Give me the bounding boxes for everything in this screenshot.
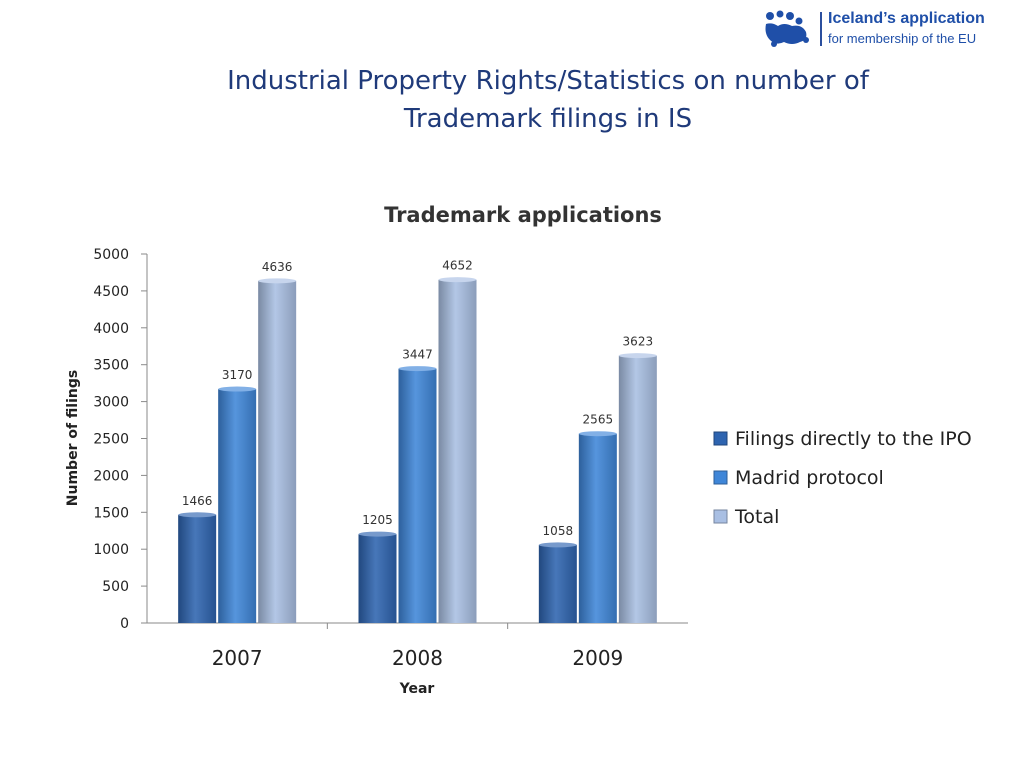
data-label: 3447 <box>402 348 433 362</box>
legend-swatch <box>713 509 728 524</box>
x-axis-label: Year <box>399 681 435 697</box>
eu-stars-puzzle-logo-icon <box>765 10 809 47</box>
y-tick-label: 3500 <box>93 358 129 374</box>
bar-top-cap <box>578 431 617 437</box>
legend-label: Madrid protocol <box>735 467 884 489</box>
logo-divider <box>820 12 822 46</box>
eu-application-logo: Iceland’s application for membership of … <box>762 8 1012 50</box>
bar <box>538 544 577 623</box>
data-label: 4652 <box>442 259 473 273</box>
bar <box>178 514 217 623</box>
page-title-line-1: Industrial Property Rights/Statistics on… <box>227 66 869 96</box>
y-tick-label: 500 <box>102 579 129 595</box>
logo-title: Iceland’s application <box>828 10 985 27</box>
x-tick-label: 2009 <box>572 646 623 670</box>
data-label: 1466 <box>182 494 213 508</box>
y-tick-label: 2000 <box>93 468 129 484</box>
y-tick-label: 3000 <box>93 395 129 411</box>
bar-top-cap <box>438 277 477 283</box>
y-tick-label: 0 <box>120 616 129 632</box>
bar-top-cap <box>178 512 217 518</box>
chart-title: Trademark applications <box>384 203 662 227</box>
bar <box>218 389 257 623</box>
data-label: 4636 <box>262 260 293 274</box>
legend-swatch <box>713 470 728 485</box>
y-tick-label: 5000 <box>93 247 129 263</box>
legend-label: Total <box>734 506 779 528</box>
y-tick-label: 2500 <box>93 432 129 448</box>
page-title: Industrial Property Rights/Statistics on… <box>150 62 946 138</box>
x-tick-label: 2007 <box>212 646 263 670</box>
bar <box>358 534 397 623</box>
y-tick-label: 4000 <box>93 321 129 337</box>
bar-top-cap <box>398 366 437 372</box>
bar-top-cap <box>358 531 397 537</box>
legend-swatch <box>713 431 728 446</box>
y-axis-label: Number of filings <box>65 370 81 506</box>
bar-top-cap <box>618 353 657 359</box>
y-tick-label: 4500 <box>93 284 129 300</box>
bar <box>618 355 657 623</box>
bar-top-cap <box>258 278 297 284</box>
bar <box>398 368 437 623</box>
data-label: 2565 <box>583 413 614 427</box>
bar <box>578 433 617 623</box>
logo-subtitle: for membership of the EU <box>828 31 977 46</box>
bar <box>438 279 477 623</box>
x-tick-label: 2008 <box>392 646 443 670</box>
data-label: 1205 <box>362 513 393 527</box>
y-tick-label: 1500 <box>93 505 129 521</box>
data-label: 3170 <box>222 368 253 382</box>
data-label: 1058 <box>543 524 574 538</box>
bar-top-cap <box>218 386 257 392</box>
page-title-line-2: Trademark filings in IS <box>403 104 693 134</box>
y-tick-label: 1000 <box>93 542 129 558</box>
data-label: 3623 <box>623 335 654 349</box>
bar-top-cap <box>538 542 577 548</box>
legend-label: Filings directly to the IPO <box>735 428 972 450</box>
bar <box>258 280 297 623</box>
